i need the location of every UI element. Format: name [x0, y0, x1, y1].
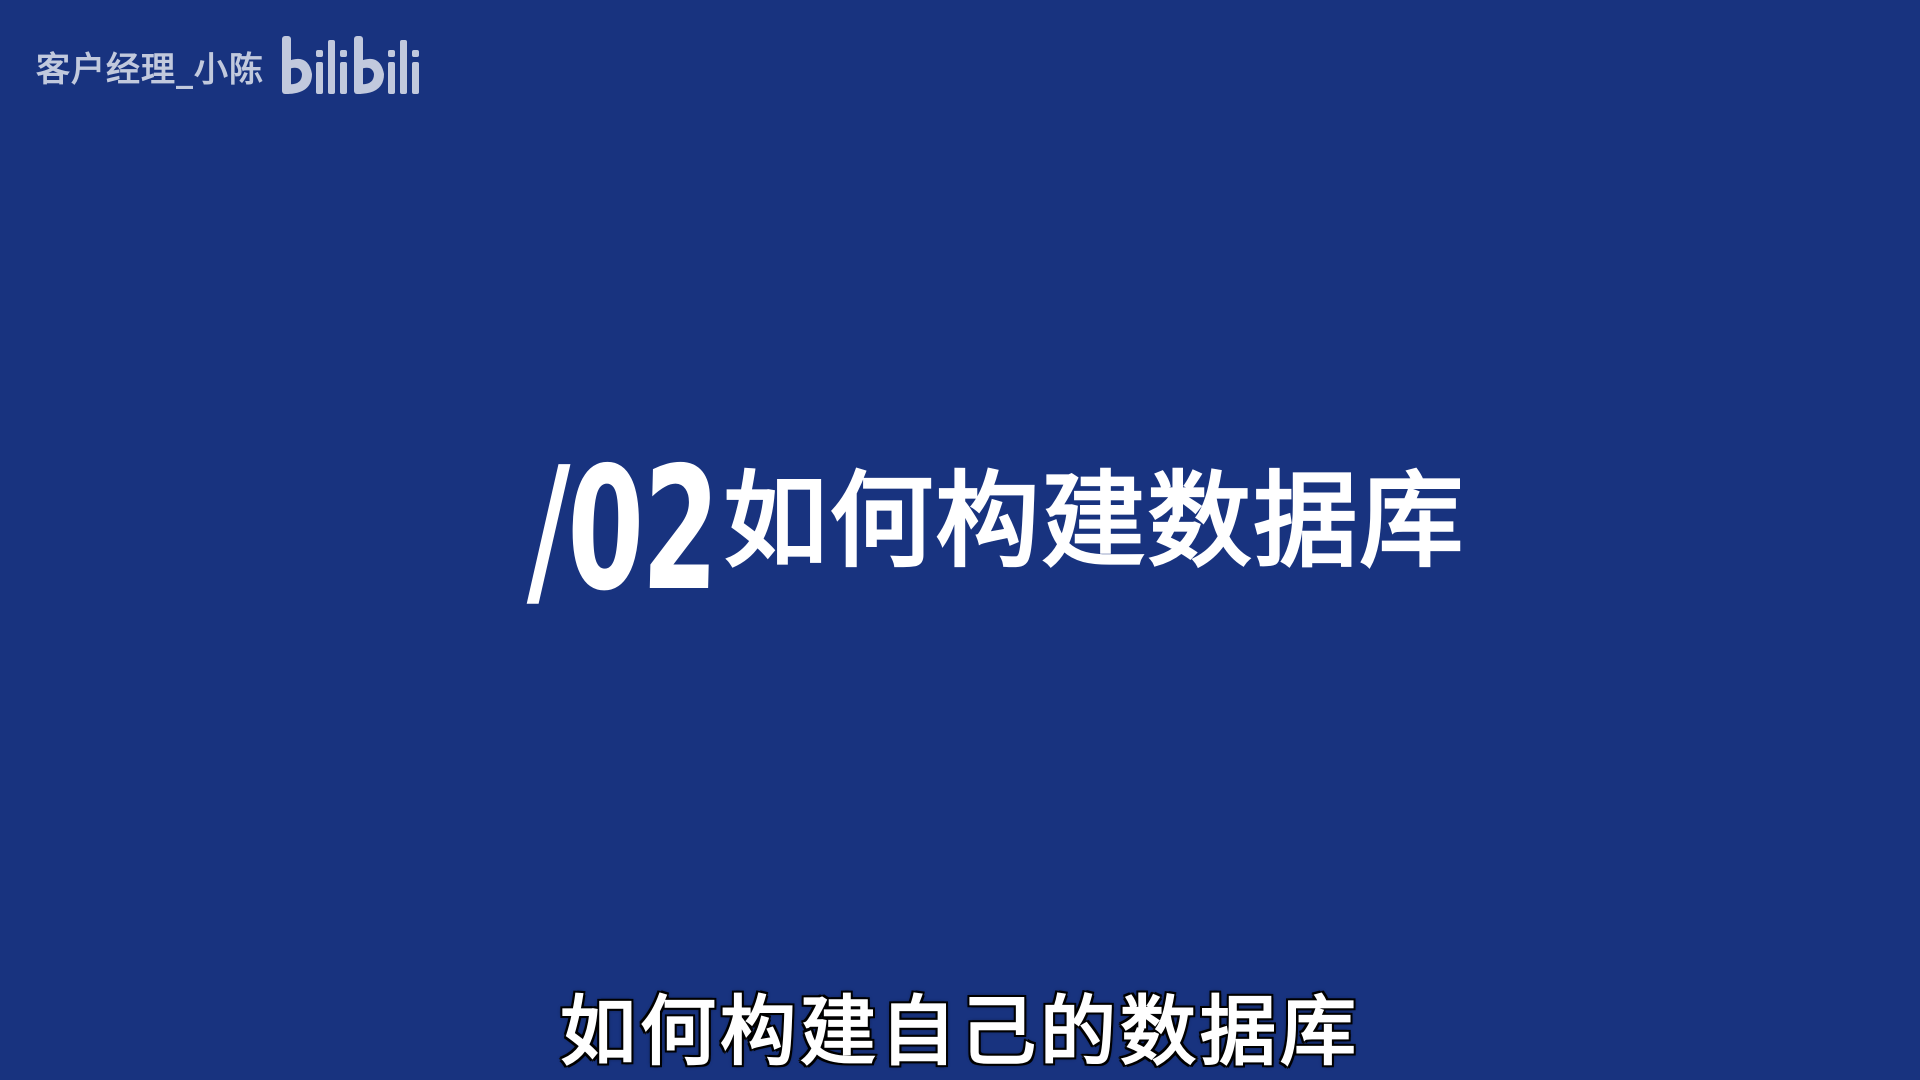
section-heading: 如何构建数据库	[723, 460, 1466, 582]
video-subtitle: 如何构建自己的数据库	[559, 987, 1360, 1076]
section-title: /02 如何构建数据库	[0, 431, 1920, 629]
bilibili-logo-icon	[282, 36, 419, 94]
watermark: 客户经理_小陈	[36, 34, 424, 98]
section-number: /02	[525, 431, 720, 629]
watermark-author: 客户经理_小陈	[36, 49, 264, 90]
